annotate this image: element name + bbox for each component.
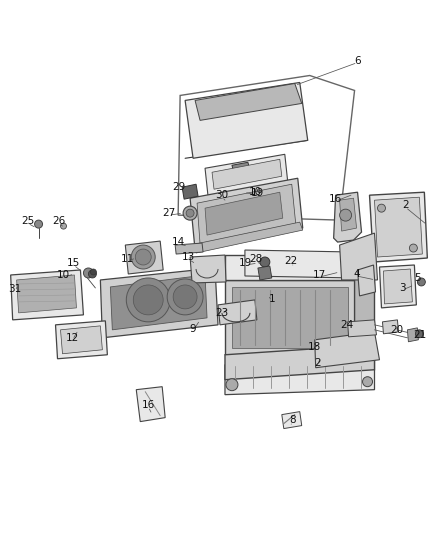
Polygon shape	[407, 328, 418, 342]
Polygon shape	[357, 265, 375, 296]
Circle shape	[260, 257, 270, 267]
Text: 4: 4	[353, 269, 360, 279]
Text: 27: 27	[162, 208, 176, 218]
Text: 6: 6	[354, 55, 361, 66]
Polygon shape	[232, 287, 348, 348]
Text: 30: 30	[215, 190, 229, 200]
Polygon shape	[339, 233, 378, 280]
Text: 20: 20	[390, 325, 403, 335]
Text: 21: 21	[414, 330, 427, 340]
Circle shape	[83, 268, 93, 278]
Text: 26: 26	[52, 216, 65, 226]
Text: 17: 17	[313, 270, 326, 280]
Circle shape	[410, 244, 417, 252]
Polygon shape	[348, 320, 377, 337]
Polygon shape	[225, 345, 374, 379]
Polygon shape	[245, 250, 355, 278]
Polygon shape	[190, 255, 226, 283]
Circle shape	[417, 278, 425, 286]
Text: 22: 22	[284, 256, 297, 266]
Polygon shape	[232, 162, 250, 173]
Circle shape	[60, 223, 67, 229]
Text: 19: 19	[239, 258, 253, 268]
Text: 1: 1	[268, 294, 275, 304]
Polygon shape	[60, 326, 102, 354]
Polygon shape	[205, 154, 288, 196]
Text: 16: 16	[329, 194, 342, 204]
Polygon shape	[314, 332, 379, 368]
Polygon shape	[355, 240, 374, 355]
Text: 19: 19	[251, 188, 265, 198]
Circle shape	[339, 209, 352, 221]
Circle shape	[133, 285, 163, 315]
Polygon shape	[334, 192, 361, 242]
Polygon shape	[384, 269, 413, 304]
Polygon shape	[282, 411, 302, 429]
Text: 31: 31	[8, 284, 21, 294]
Text: 15: 15	[67, 258, 80, 268]
Polygon shape	[218, 300, 257, 325]
Text: 3: 3	[399, 283, 406, 293]
Polygon shape	[339, 198, 357, 231]
Polygon shape	[197, 184, 296, 244]
Circle shape	[126, 278, 170, 322]
Circle shape	[378, 204, 385, 212]
Text: 2: 2	[314, 358, 321, 368]
Text: 13: 13	[181, 252, 195, 262]
Text: 23: 23	[215, 308, 229, 318]
Circle shape	[90, 269, 96, 275]
Polygon shape	[56, 321, 107, 359]
Text: 29: 29	[173, 182, 186, 192]
Polygon shape	[212, 159, 282, 189]
Text: 8: 8	[290, 415, 296, 425]
Text: 25: 25	[21, 216, 34, 226]
Text: 12: 12	[66, 333, 79, 343]
Text: 24: 24	[340, 320, 353, 330]
Text: 10: 10	[57, 270, 70, 280]
Polygon shape	[205, 192, 283, 235]
Polygon shape	[17, 275, 77, 313]
Polygon shape	[374, 197, 422, 257]
Circle shape	[131, 245, 155, 269]
Circle shape	[186, 209, 194, 217]
Polygon shape	[195, 222, 303, 253]
Circle shape	[415, 330, 424, 338]
Circle shape	[88, 270, 96, 278]
Polygon shape	[175, 243, 203, 254]
Polygon shape	[182, 184, 198, 199]
Polygon shape	[258, 266, 272, 280]
Polygon shape	[190, 178, 303, 250]
Circle shape	[183, 206, 197, 220]
Polygon shape	[100, 268, 218, 338]
Text: 9: 9	[190, 324, 196, 334]
Circle shape	[173, 285, 197, 309]
Text: 10: 10	[248, 187, 261, 197]
Polygon shape	[125, 241, 163, 274]
Polygon shape	[225, 360, 374, 394]
Text: 11: 11	[120, 254, 134, 264]
Polygon shape	[370, 192, 427, 262]
Text: 14: 14	[172, 237, 185, 247]
Polygon shape	[136, 386, 165, 422]
Text: 5: 5	[414, 273, 420, 283]
Text: 28: 28	[249, 254, 262, 264]
Circle shape	[226, 379, 238, 391]
Circle shape	[135, 249, 151, 265]
Text: 2: 2	[402, 200, 409, 210]
Polygon shape	[225, 255, 355, 280]
Polygon shape	[110, 275, 207, 330]
Text: 16: 16	[141, 400, 155, 410]
Polygon shape	[195, 84, 302, 120]
Polygon shape	[382, 320, 399, 334]
Polygon shape	[11, 270, 83, 320]
Text: 18: 18	[308, 342, 321, 352]
Circle shape	[167, 279, 203, 315]
Circle shape	[363, 377, 372, 386]
Polygon shape	[185, 83, 308, 158]
Polygon shape	[225, 280, 355, 355]
Polygon shape	[379, 265, 417, 308]
Circle shape	[35, 220, 42, 228]
